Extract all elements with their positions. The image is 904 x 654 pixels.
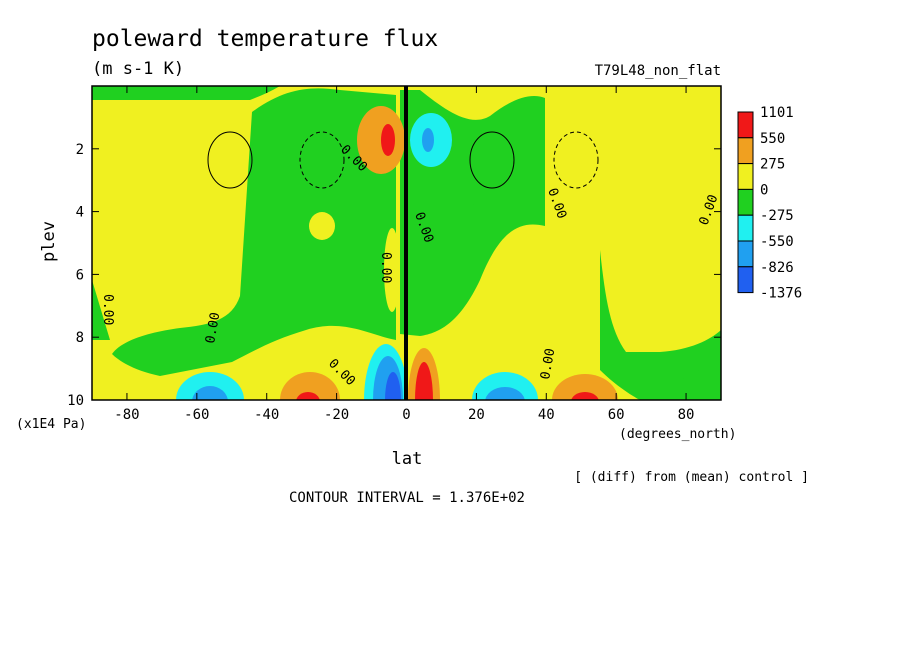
y-tick-label: 4 — [76, 205, 84, 221]
contour-label: 0.00 — [378, 252, 393, 283]
x-tick-label: 0 — [402, 407, 410, 423]
y-tick-label: 6 — [76, 267, 84, 283]
green-island-1 — [464, 203, 498, 229]
yellow-island-1 — [309, 212, 335, 240]
green-patch-west — [92, 280, 110, 340]
colorbar-label: -826 — [760, 260, 794, 276]
equator-discontinuity — [404, 86, 408, 400]
surface-negative-nh-mid — [485, 387, 525, 400]
contour-label: 0.00 — [538, 347, 558, 380]
green-region-south — [112, 88, 396, 376]
x-tick-label: 80 — [678, 407, 695, 423]
green-patch-surface-north — [665, 365, 721, 400]
yellow-island-2 — [384, 228, 400, 312]
y-axis: 2 4 6 8 10 — [67, 142, 721, 409]
x-tick-label: 20 — [468, 407, 485, 423]
colorbar-label: 275 — [760, 157, 785, 173]
surface-negative-nh-outer — [472, 372, 538, 400]
colorbar-label: 550 — [760, 131, 785, 147]
contour-interval: CONTOUR INTERVAL = 1.376E+02 — [289, 490, 525, 506]
contour-line-sh-low — [299, 131, 345, 189]
green-patch-top — [92, 86, 280, 100]
x-tick-label: 60 — [608, 407, 625, 423]
y-axis-units: (x1E4 Pa) — [16, 417, 86, 432]
y-tick-label: 8 — [76, 330, 84, 346]
x-tick-label: -20 — [324, 407, 349, 423]
x-axis: -80 -60 -40 -20 0 20 40 60 80 — [114, 86, 694, 423]
upper-positive-core — [381, 124, 395, 156]
x-axis-label: lat — [392, 449, 423, 469]
y-axis-label: plev — [39, 221, 59, 262]
colorbar-swatch — [737, 111, 754, 139]
surface-positive-eq-core — [415, 362, 433, 400]
colorbar-label: -550 — [760, 234, 794, 250]
contour-line-sh-high — [207, 131, 253, 189]
colorbar-swatch — [737, 163, 754, 190]
colorbar-swatch — [737, 188, 754, 216]
colorbar-swatch — [737, 240, 754, 268]
run-label: T79L48_non_flat — [595, 63, 721, 79]
colorbar-label: -1376 — [760, 286, 802, 302]
green-island-2 — [411, 230, 427, 314]
colorbar-label: -275 — [760, 208, 794, 224]
surface-positive-sh-core — [296, 392, 320, 400]
chart-units: (m s-1 K) — [92, 59, 184, 79]
colorbar-swatch — [737, 137, 754, 165]
contour-label: 0.00 — [203, 311, 223, 344]
surface-positive-nh-outer — [552, 374, 618, 400]
colorbar-swatch — [737, 266, 754, 294]
contour-line-nh-low — [553, 131, 599, 189]
x-tick-label: -40 — [254, 407, 279, 423]
surface-negative-sh-mid — [192, 386, 228, 400]
x-tick-label: 40 — [538, 407, 555, 423]
green-region-north — [600, 250, 721, 400]
surface-negative-eq-core — [385, 372, 401, 400]
contour-field — [92, 86, 721, 400]
x-tick-label: -80 — [114, 407, 139, 423]
x-tick-label: -60 — [184, 407, 209, 423]
contour-label: 0.00 — [100, 294, 115, 325]
diff-note: [ (diff) from (mean) control ] — [574, 470, 809, 485]
y-tick-label: 2 — [76, 142, 84, 158]
colorbar-swatch — [737, 214, 754, 242]
contour-line-nh-high — [469, 131, 515, 189]
surface-positive-sh-outer — [280, 372, 340, 400]
surface-positive-nh-core — [571, 392, 599, 400]
colorbar: 1101 550 275 0 -275 -550 -826 -1376 — [737, 105, 802, 302]
chart-title: poleward temperature flux — [92, 26, 438, 52]
colorbar-label: 0 — [760, 182, 768, 198]
y-tick-label: 10 — [67, 393, 84, 409]
upper-negative-core — [422, 128, 434, 152]
x-axis-units: (degrees_north) — [619, 427, 736, 442]
colorbar-label: 1101 — [760, 105, 794, 121]
